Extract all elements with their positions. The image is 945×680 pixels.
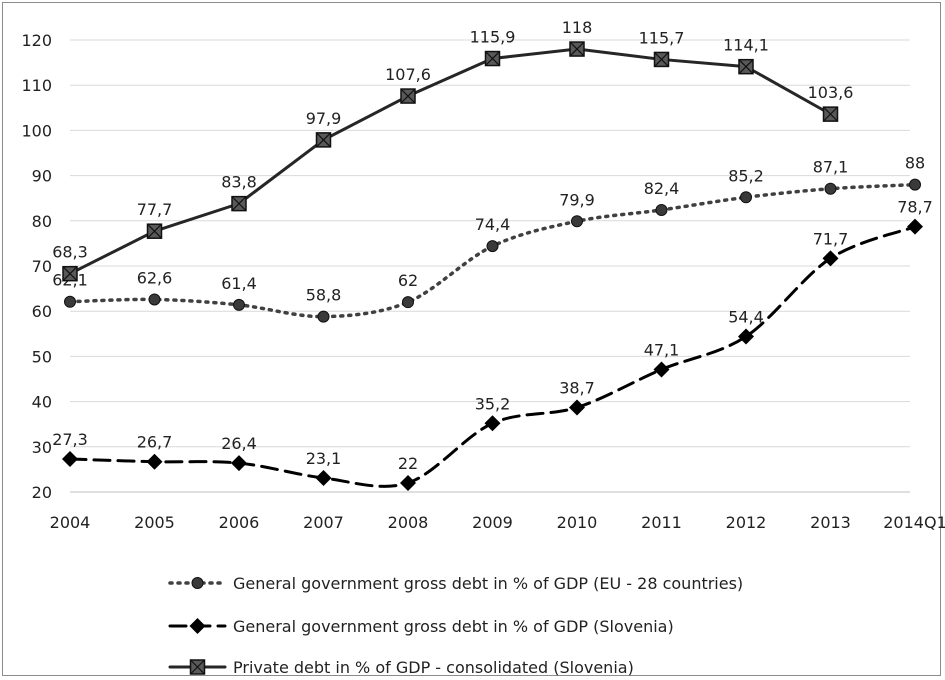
data-label-slo: 47,1 (644, 341, 680, 360)
data-label-slo: 38,7 (559, 378, 595, 397)
legend-label-slo: General government gross debt in % of GD… (233, 617, 674, 636)
data-label-priv: 77,7 (137, 200, 173, 219)
legend-label-eu: General government gross debt in % of GD… (233, 574, 743, 593)
y-tick-label: 60 (32, 302, 52, 321)
data-point-slo (146, 453, 163, 470)
data-point-slo (653, 361, 670, 378)
data-label-priv: 103,6 (808, 83, 854, 102)
data-point-slo (907, 218, 923, 235)
data-point-slo (315, 469, 332, 486)
data-label-priv: 115,7 (639, 28, 685, 47)
data-point-slo (484, 415, 501, 432)
data-point-slo (738, 328, 754, 345)
data-point-eu (740, 191, 752, 204)
data-label-priv: 83,8 (221, 173, 257, 192)
y-tick-label: 110 (21, 76, 52, 95)
series-line-priv (68, 47, 832, 276)
data-label-priv: 115,9 (470, 28, 516, 47)
data-label-slo: 71,7 (813, 229, 849, 248)
data-point-slo (569, 399, 585, 416)
data-point-slo (400, 474, 416, 491)
data-point-eu (402, 296, 414, 309)
data-point-priv (62, 265, 78, 282)
data-point-priv (400, 88, 416, 104)
x-tick-label: 2007 (303, 513, 344, 532)
x-tick-label: 2009 (472, 513, 513, 532)
y-tick-label: 100 (21, 121, 52, 140)
data-label-priv: 68,3 (52, 243, 88, 262)
data-label-slo: 35,2 (475, 394, 511, 413)
data-label-eu: 62 (398, 271, 418, 290)
data-point-eu (909, 178, 921, 191)
data-point-priv (653, 51, 670, 68)
y-tick-label: 40 (32, 393, 52, 412)
x-tick-label: 2012 (726, 513, 767, 532)
data-label-eu: 87,1 (813, 158, 849, 177)
data-label-eu: 85,2 (728, 166, 764, 185)
data-label-eu: 61,4 (221, 274, 257, 293)
data-point-eu (486, 240, 499, 253)
legend-marker-priv (189, 659, 206, 675)
data-label-eu: 79,9 (559, 190, 595, 209)
y-tick-label: 70 (32, 257, 52, 276)
x-tick-label: 2010 (557, 513, 598, 532)
data-label-slo: 26,7 (137, 433, 173, 452)
data-point-eu (233, 298, 245, 311)
x-tick-label: 2013 (810, 513, 851, 532)
data-point-eu (824, 182, 837, 195)
data-point-slo (231, 455, 247, 472)
data-point-eu (64, 295, 76, 308)
y-tick-label: 50 (32, 347, 52, 366)
data-label-priv: 114,1 (723, 36, 769, 55)
data-point-priv (822, 106, 839, 122)
data-point-priv (738, 58, 754, 75)
data-label-eu: 62,6 (137, 268, 173, 287)
data-label-eu: 74,4 (475, 215, 511, 234)
data-label-priv: 97,9 (306, 109, 342, 128)
data-point-priv (231, 195, 247, 212)
data-point-eu (317, 310, 330, 323)
legend-marker-slo (189, 618, 206, 634)
data-label-slo: 26,4 (221, 434, 257, 453)
x-tick-label: 2011 (641, 513, 682, 532)
x-tick-label: 2006 (219, 513, 260, 532)
legend-label-priv: Private debt in % of GDP - consolidated … (233, 658, 634, 677)
y-tick-label: 120 (21, 31, 52, 50)
data-point-slo (62, 451, 78, 468)
data-label-slo: 54,4 (728, 308, 764, 327)
data-point-priv (569, 41, 585, 57)
data-point-eu (571, 215, 583, 228)
data-label-slo: 23,1 (306, 449, 342, 468)
legend-marker-eu (191, 577, 204, 589)
data-point-priv (146, 223, 163, 239)
data-point-priv (484, 50, 501, 67)
data-point-eu (148, 293, 161, 306)
y-tick-label: 20 (32, 483, 52, 502)
x-tick-label: 2004 (50, 513, 91, 532)
data-point-slo (822, 250, 839, 267)
x-tick-label: 2014Q1 (883, 513, 945, 532)
x-tick-label: 2005 (134, 513, 175, 532)
data-label-eu: 58,8 (306, 286, 342, 305)
y-tick-label: 30 (32, 438, 52, 457)
x-tick-label: 2008 (388, 513, 429, 532)
data-point-priv (315, 132, 332, 148)
data-label-priv: 118 (562, 18, 593, 37)
data-label-eu: 88 (905, 154, 925, 173)
y-tick-label: 80 (32, 212, 52, 231)
data-label-slo: 27,3 (52, 430, 88, 449)
y-tick-label: 90 (32, 167, 52, 186)
data-point-eu (655, 203, 668, 216)
data-label-priv: 107,6 (385, 65, 431, 84)
data-label-eu: 82,4 (644, 179, 680, 198)
data-label-slo: 78,7 (897, 198, 933, 217)
data-label-slo: 22 (398, 454, 418, 473)
